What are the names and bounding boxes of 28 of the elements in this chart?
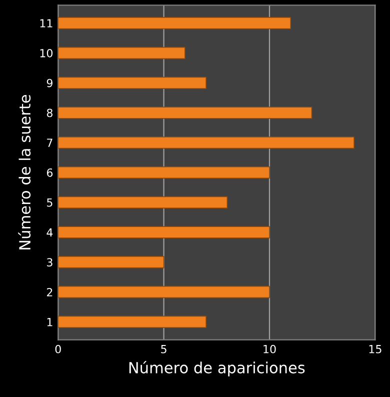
bar [58, 256, 164, 268]
bar [58, 316, 206, 328]
bar [58, 196, 228, 208]
x-tick-label: 15 [369, 345, 382, 354]
bar [58, 16, 292, 30]
bar [58, 136, 354, 149]
y-tick-label: 10 [40, 48, 53, 58]
bar [58, 226, 270, 238]
bar [58, 166, 270, 179]
y-axis-title: Número de la suerte [18, 94, 31, 250]
y-tick-label: 2 [46, 288, 52, 296]
x-tick-label: 5 [161, 345, 166, 354]
y-tick-label: 4 [46, 228, 53, 236]
bar [58, 286, 270, 298]
y-tick-label: 1 [47, 318, 52, 326]
y-tick-label: 11 [40, 19, 52, 28]
x-axis-title: Número de apariciones [129, 361, 305, 376]
y-tick-label: 5 [47, 198, 52, 207]
bar [58, 106, 312, 119]
y-tick-label: 9 [46, 78, 52, 88]
y-tick-label: 3 [47, 258, 52, 267]
y-tick-label: 6 [46, 168, 53, 177]
bar [58, 46, 186, 60]
x-tick-label: 10 [264, 344, 276, 354]
y-tick-label: 8 [46, 108, 52, 118]
bar [58, 76, 206, 89]
x-tick-label: 0 [55, 344, 61, 354]
y-tick-label: 7 [47, 138, 52, 147]
